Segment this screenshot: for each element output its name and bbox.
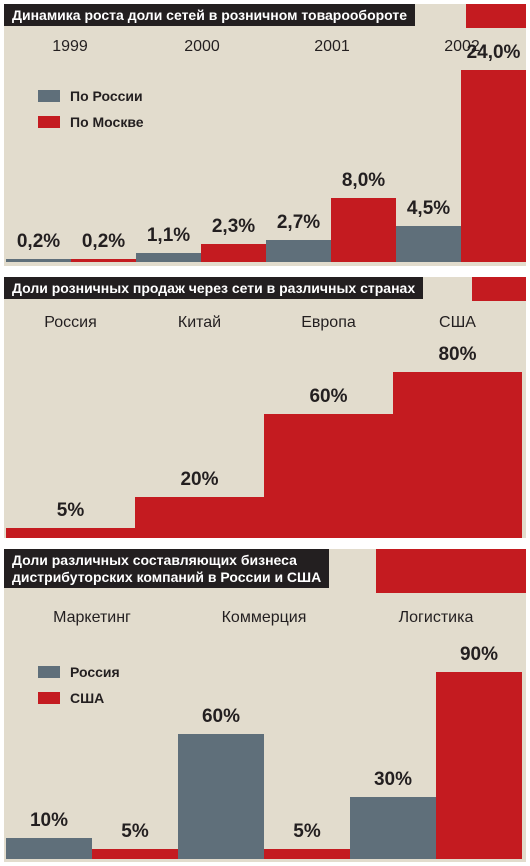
title-accent — [466, 4, 526, 28]
legend-swatch-russia — [38, 90, 60, 102]
category-label: Коммерция — [221, 609, 307, 626]
value-label: 2,7% — [276, 212, 321, 234]
value-label: 80% — [438, 344, 477, 365]
value-label: 2,3% — [211, 215, 256, 237]
bar-russia — [266, 240, 331, 262]
bar-russia — [6, 838, 92, 859]
value-label: 5% — [121, 820, 149, 842]
bar-country — [393, 372, 522, 538]
legend-swatch-russia — [38, 666, 60, 678]
title-accent — [472, 277, 526, 301]
bar-russia — [6, 259, 71, 262]
value-label: 90% — [459, 644, 499, 665]
value-label: 5% — [56, 499, 85, 521]
chart-title: Динамика роста доли сетей в розничном то… — [4, 4, 416, 26]
category-label: Логистика — [398, 609, 474, 626]
legend-swatch-usa — [38, 692, 60, 704]
category-label: 2001 — [314, 38, 350, 55]
chart-title-line-2: дистрибуторских компаний в России и США — [12, 569, 322, 585]
bar-russia — [178, 734, 264, 859]
legend-swatch-moscow — [38, 116, 60, 128]
category-label: Россия — [44, 314, 97, 331]
category-label: США — [439, 314, 476, 331]
value-label: 30% — [373, 768, 413, 790]
value-label: 1,1% — [146, 225, 191, 247]
value-label: 60% — [201, 706, 241, 728]
category-label: Маркетинг — [53, 609, 131, 626]
bar-moscow — [461, 70, 526, 262]
chart-panel-distribution-business: Доли различных составляющих бизнеса дист… — [4, 549, 526, 862]
value-label: 24,0% — [466, 42, 521, 63]
category-label: Европа — [301, 314, 356, 331]
bar-usa — [92, 848, 178, 859]
legend-label-usa: США — [70, 690, 105, 706]
bar-moscow — [71, 259, 136, 262]
legend-label-moscow: По Москве — [70, 114, 144, 130]
bar-russia — [136, 253, 201, 262]
legend-label-russia: Россия — [70, 664, 120, 680]
chart-panel-retail-share-countries: Доли розничных продаж через сети в разли… — [4, 277, 526, 538]
value-label: 0,2% — [81, 231, 126, 252]
category-label: 2002 — [444, 38, 480, 55]
chart-title: Доли различных составляющих бизнеса дист… — [4, 549, 330, 588]
bar-country — [264, 413, 393, 538]
chart-title: Доли розничных продаж через сети в разли… — [4, 277, 424, 299]
bar-usa — [264, 848, 350, 859]
category-label: Китай — [177, 314, 222, 331]
value-label: 60% — [309, 385, 348, 407]
bar-moscow — [331, 198, 396, 262]
category-label: 1999 — [52, 38, 88, 55]
bar-usa — [436, 672, 522, 859]
value-label: 10% — [29, 810, 69, 832]
value-label: 20% — [180, 468, 219, 490]
chart-title-line-1: Доли различных составляющих бизнеса — [12, 552, 297, 568]
bar-country — [135, 496, 264, 538]
bar-country — [6, 527, 135, 538]
title-accent — [376, 549, 526, 593]
value-label: 0,2% — [16, 231, 61, 252]
category-label: 2000 — [184, 38, 220, 55]
chart-panel-retail-share-dynamics: Динамика роста доли сетей в розничном то… — [4, 4, 526, 266]
value-label: 4,5% — [406, 198, 451, 219]
legend-label-russia: По России — [70, 88, 143, 104]
bar-russia — [350, 796, 436, 859]
value-label: 5% — [293, 820, 321, 842]
bar-russia — [396, 226, 461, 262]
bar-moscow — [201, 243, 266, 262]
value-label: 8,0% — [341, 170, 386, 191]
